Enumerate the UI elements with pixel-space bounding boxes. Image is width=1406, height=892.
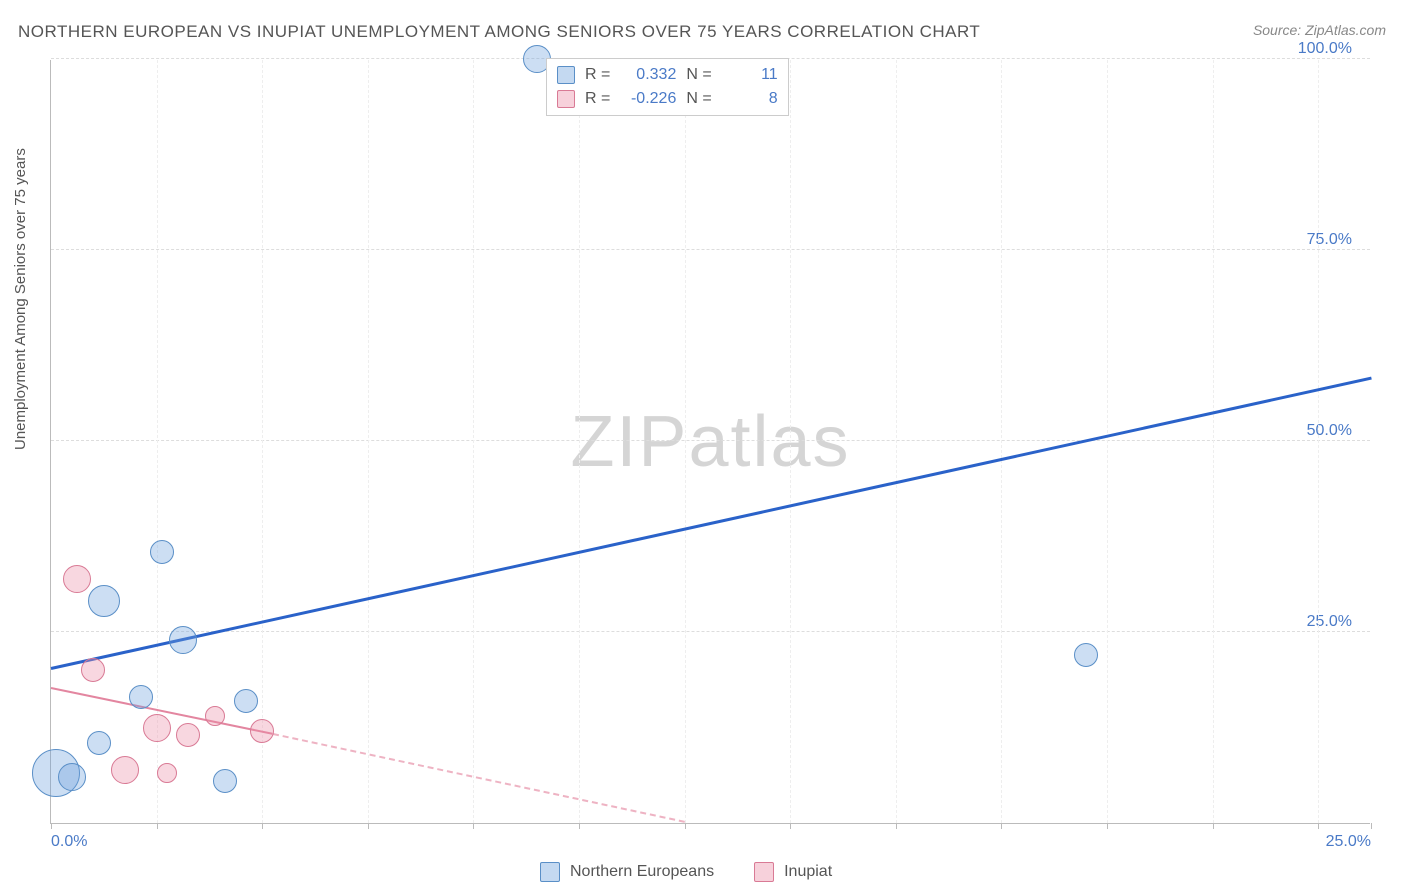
x-tick bbox=[1318, 823, 1319, 829]
r-label: R = bbox=[585, 63, 610, 87]
x-tick bbox=[1213, 823, 1214, 829]
data-point bbox=[150, 540, 174, 564]
trend-line bbox=[51, 377, 1372, 670]
y-tick-label: 100.0% bbox=[1298, 40, 1352, 58]
x-tick bbox=[368, 823, 369, 829]
x-tick bbox=[1371, 823, 1372, 829]
r-value-pink: -0.226 bbox=[620, 87, 676, 111]
data-point bbox=[87, 731, 111, 755]
watermark-atlas: atlas bbox=[688, 402, 850, 482]
x-tick bbox=[51, 823, 52, 829]
vgridline bbox=[1001, 60, 1002, 823]
data-point bbox=[250, 719, 274, 743]
n-value-pink: 8 bbox=[722, 87, 778, 111]
swatch-pink-icon bbox=[557, 90, 575, 108]
data-point bbox=[169, 626, 197, 654]
source-attribution: Source: ZipAtlas.com bbox=[1253, 22, 1386, 38]
data-point bbox=[176, 723, 200, 747]
x-tick-label: 25.0% bbox=[1326, 833, 1371, 851]
data-point bbox=[88, 585, 120, 617]
r-label: R = bbox=[585, 87, 610, 111]
vgridline bbox=[1107, 60, 1108, 823]
swatch-blue-icon bbox=[557, 66, 575, 84]
series-legend: Northern Europeans Inupiat bbox=[540, 862, 832, 882]
x-tick bbox=[262, 823, 263, 829]
legend-row-pink: R = -0.226 N = 8 bbox=[557, 87, 778, 111]
legend-label-ne: Northern Europeans bbox=[570, 863, 714, 881]
data-point bbox=[58, 763, 86, 791]
watermark: ZIPatlas bbox=[570, 401, 850, 483]
plot-area: ZIPatlas 25.0%50.0%75.0%100.0%0.0%25.0% bbox=[50, 60, 1370, 824]
data-point bbox=[143, 714, 171, 742]
x-tick bbox=[473, 823, 474, 829]
x-tick-label: 0.0% bbox=[51, 833, 87, 851]
watermark-zip: ZIP bbox=[570, 402, 688, 482]
data-point bbox=[111, 756, 139, 784]
vgridline bbox=[368, 60, 369, 823]
data-point bbox=[129, 685, 153, 709]
legend-label-inupiat: Inupiat bbox=[784, 863, 832, 881]
correlation-legend: R = 0.332 N = 11 R = -0.226 N = 8 bbox=[546, 58, 789, 116]
data-point bbox=[157, 763, 177, 783]
legend-item-inupiat: Inupiat bbox=[754, 862, 832, 882]
y-axis-label: Unemployment Among Seniors over 75 years bbox=[12, 148, 29, 450]
gridline bbox=[51, 440, 1370, 441]
x-tick bbox=[1107, 823, 1108, 829]
legend-item-ne: Northern Europeans bbox=[540, 862, 714, 882]
legend-row-blue: R = 0.332 N = 11 bbox=[557, 63, 778, 87]
chart-title: NORTHERN EUROPEAN VS INUPIAT UNEMPLOYMEN… bbox=[18, 22, 980, 42]
y-tick-label: 50.0% bbox=[1307, 422, 1352, 440]
x-tick bbox=[579, 823, 580, 829]
data-point bbox=[63, 565, 91, 593]
vgridline bbox=[896, 60, 897, 823]
data-point bbox=[213, 769, 237, 793]
vgridline bbox=[262, 60, 263, 823]
x-tick bbox=[685, 823, 686, 829]
vgridline bbox=[790, 60, 791, 823]
vgridline bbox=[1213, 60, 1214, 823]
gridline bbox=[51, 631, 1370, 632]
data-point bbox=[205, 706, 225, 726]
y-tick-label: 75.0% bbox=[1307, 231, 1352, 249]
gridline bbox=[51, 249, 1370, 250]
vgridline bbox=[579, 60, 580, 823]
data-point bbox=[1074, 643, 1098, 667]
vgridline bbox=[473, 60, 474, 823]
data-point bbox=[81, 658, 105, 682]
x-tick bbox=[157, 823, 158, 829]
n-value-blue: 11 bbox=[722, 63, 778, 87]
trend-line bbox=[273, 733, 685, 823]
swatch-blue-icon bbox=[540, 862, 560, 882]
y-tick-label: 25.0% bbox=[1307, 613, 1352, 631]
swatch-pink-icon bbox=[754, 862, 774, 882]
n-label: N = bbox=[686, 87, 711, 111]
x-tick bbox=[790, 823, 791, 829]
data-point bbox=[234, 689, 258, 713]
x-tick bbox=[896, 823, 897, 829]
x-tick bbox=[1001, 823, 1002, 829]
r-value-blue: 0.332 bbox=[620, 63, 676, 87]
vgridline bbox=[1318, 60, 1319, 823]
n-label: N = bbox=[686, 63, 711, 87]
vgridline bbox=[685, 60, 686, 823]
